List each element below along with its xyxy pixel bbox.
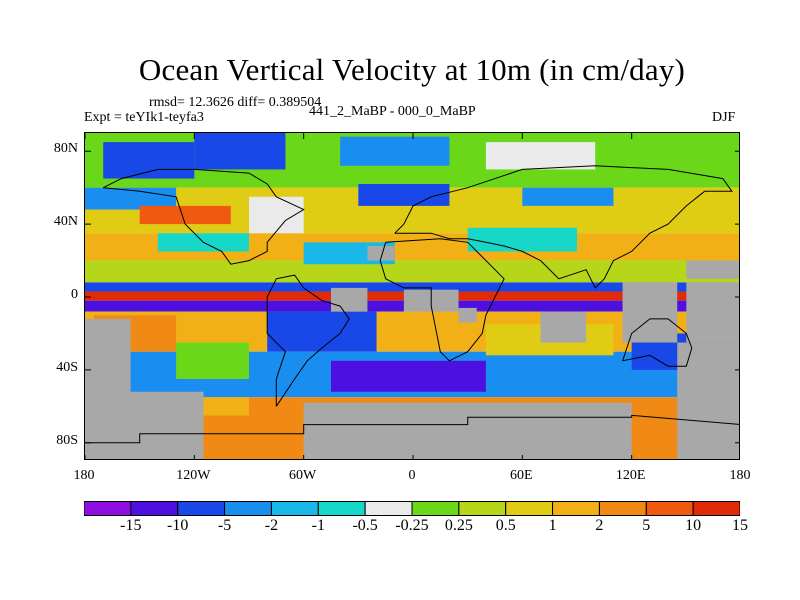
lat-label: 40S — [56, 359, 78, 375]
coastline-1 — [266, 274, 350, 407]
field-patch-15 — [331, 360, 486, 392]
coastline-4 — [379, 238, 505, 362]
land-mask-7 — [540, 311, 587, 343]
map-panel — [84, 132, 740, 460]
colorbar-label: 0.25 — [444, 517, 473, 534]
plot-title: Ocean Vertical Velocity at 10m (in cm/da… — [138, 52, 686, 87]
field-patch-6 — [358, 184, 450, 206]
season-label: DJF — [712, 110, 736, 125]
colorbar-swatch — [130, 501, 179, 516]
land-mask-3 — [331, 287, 368, 312]
land-mask-5 — [458, 307, 477, 323]
colorbar-label: -0.25 — [395, 517, 429, 534]
lon-label: 60W — [289, 468, 317, 483]
coastline-0 — [85, 414, 739, 444]
lon-label: 120E — [615, 468, 646, 483]
colorbar-swatch — [692, 501, 740, 516]
colorbar-swatch — [177, 501, 226, 516]
colorbar-swatch — [84, 501, 132, 516]
colorbar-label: -2 — [264, 517, 279, 534]
colorbar — [84, 501, 740, 516]
colorbar-label: -0.5 — [352, 517, 378, 534]
colorbar-swatch — [224, 501, 272, 516]
colorbar-swatch — [270, 501, 319, 516]
field-patch-3 — [485, 142, 596, 170]
colorbar-label: 2 — [595, 517, 604, 534]
lon-label: 120W — [176, 468, 211, 483]
field-patch-0 — [103, 142, 195, 179]
colorbar-swatch — [505, 501, 554, 516]
colorbar-swatch — [458, 501, 507, 516]
lat-label: 80S — [56, 432, 78, 448]
colorbar-label: -10 — [167, 517, 189, 534]
land-mask-1 — [130, 391, 204, 459]
land-mask-11 — [686, 260, 739, 279]
colorbar-swatch — [645, 501, 694, 516]
field-band-4 — [85, 282, 739, 292]
lon-label: 60E — [510, 468, 533, 483]
case-label: 441_2_MaBP - 000_0_MaBP — [309, 104, 476, 119]
coastline-2 — [102, 168, 305, 265]
field-patch-8 — [139, 205, 231, 225]
lat-label: 80N — [53, 141, 78, 157]
colorbar-swatch — [598, 501, 647, 516]
colorbar-label: 0.5 — [495, 517, 516, 534]
colorbar-swatch — [552, 501, 600, 516]
coastline-5 — [622, 318, 693, 367]
colorbar-label: -1 — [311, 517, 325, 534]
lat-label: 40N — [53, 214, 78, 230]
land-mask-6 — [367, 245, 395, 261]
lon-label: 180 — [73, 468, 95, 483]
land-mask-0 — [85, 318, 131, 459]
field-patch-13 — [176, 342, 249, 379]
colorbar-label: -5 — [217, 517, 232, 534]
field-patch-1 — [194, 133, 286, 170]
colorbar-label: 1 — [548, 517, 557, 534]
field-patch-2 — [340, 136, 450, 166]
field-patch-14 — [267, 311, 377, 352]
rmsd-diff-stats: rmsd= 12.3626 diff= 0.389504 — [149, 95, 322, 110]
colorbar-label: 15 — [732, 517, 748, 534]
lon-label: 180 — [729, 468, 751, 483]
land-mask-10 — [686, 282, 739, 343]
field-patch-11 — [467, 227, 577, 252]
colorbar-label: -15 — [120, 517, 142, 534]
field-patch-7 — [522, 187, 614, 206]
land-mask-9 — [677, 342, 739, 459]
coastline-3 — [394, 165, 733, 289]
lat-label: 0 — [71, 287, 78, 302]
field-band-3 — [85, 260, 739, 283]
colorbar-swatch — [317, 501, 366, 516]
land-mask-2 — [303, 402, 632, 459]
lon-label: 0 — [408, 468, 416, 483]
contour-map — [85, 133, 739, 459]
colorbar-label: 5 — [642, 517, 651, 534]
land-mask-8 — [622, 282, 678, 343]
colorbar-swatch — [411, 501, 460, 516]
experiment-label: Expt = teYIk1-teyfa3 — [84, 110, 204, 125]
colorbar-label: 10 — [685, 517, 702, 534]
field-patch-17 — [522, 360, 614, 379]
colorbar-swatch — [364, 501, 413, 516]
